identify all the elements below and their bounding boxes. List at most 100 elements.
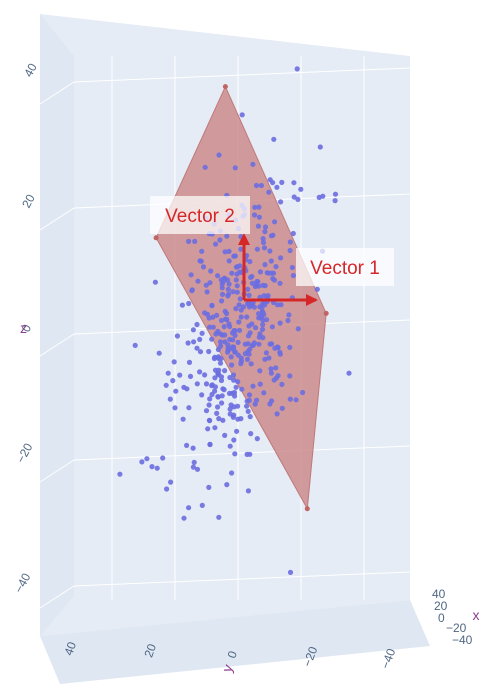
data-point xyxy=(215,273,221,279)
data-point xyxy=(197,349,204,355)
data-point xyxy=(262,224,269,230)
data-point xyxy=(230,337,236,343)
data-point xyxy=(186,405,192,411)
data-point xyxy=(197,369,203,375)
y-tick-label: 40 xyxy=(61,640,79,658)
data-point xyxy=(258,182,264,189)
data-point xyxy=(267,177,273,183)
data-point xyxy=(206,402,212,408)
data-point xyxy=(267,341,273,347)
data-point xyxy=(285,317,291,324)
z-tick-label: −20 xyxy=(14,441,36,466)
data-point xyxy=(213,241,219,247)
z-tick-label: 20 xyxy=(19,192,38,211)
data-point xyxy=(259,301,266,307)
data-point xyxy=(202,372,208,378)
data-point xyxy=(186,359,193,365)
data-point xyxy=(212,425,218,431)
data-point xyxy=(132,342,138,348)
data-point xyxy=(168,479,174,485)
vector-labels: Vector 1 Vector 2 xyxy=(150,196,394,286)
data-point xyxy=(289,264,295,271)
data-point xyxy=(222,432,228,438)
data-point xyxy=(273,365,279,371)
data-point xyxy=(262,229,268,235)
data-point xyxy=(220,279,226,285)
data-point xyxy=(220,386,226,392)
data-point xyxy=(262,356,268,362)
data-point xyxy=(260,239,267,246)
data-point xyxy=(220,417,226,423)
plane-corner xyxy=(323,310,329,316)
data-point xyxy=(219,285,225,291)
data-point xyxy=(209,391,215,398)
data-point xyxy=(256,204,262,210)
data-point xyxy=(245,286,251,292)
data-point xyxy=(257,381,263,387)
floor-pane xyxy=(40,600,430,684)
data-point xyxy=(250,383,256,389)
data-point xyxy=(247,259,253,265)
x-tick-label: 20 xyxy=(434,599,448,613)
data-point xyxy=(225,349,231,355)
vector-label: Vector 1 xyxy=(310,258,380,279)
data-point xyxy=(226,258,232,264)
x-tick-label: −20 xyxy=(446,621,467,635)
grid-line-z-side xyxy=(39,81,75,105)
data-point xyxy=(215,346,221,353)
data-point xyxy=(253,325,259,331)
data-point xyxy=(250,342,256,348)
data-point xyxy=(254,436,260,442)
left-pane xyxy=(40,14,74,636)
data-point xyxy=(266,355,272,361)
data-point xyxy=(300,389,306,396)
data-point xyxy=(194,466,201,472)
grid-line-z-side xyxy=(39,207,75,231)
data-point xyxy=(253,182,260,189)
data-point xyxy=(230,289,236,295)
data-point xyxy=(177,372,183,378)
data-point xyxy=(261,390,267,396)
data-point xyxy=(185,340,191,346)
data-point xyxy=(260,236,266,242)
data-point xyxy=(219,332,225,338)
data-point xyxy=(254,397,260,403)
data-point xyxy=(173,388,179,394)
data-point xyxy=(217,360,224,366)
grid-line-z xyxy=(73,445,411,461)
data-point xyxy=(191,339,197,345)
data-point xyxy=(216,514,222,520)
data-point xyxy=(234,428,240,434)
data-point xyxy=(214,410,220,416)
data-point xyxy=(181,515,187,521)
vector-label-box xyxy=(296,248,394,286)
data-point xyxy=(172,405,178,411)
data-point xyxy=(298,186,304,192)
data-point xyxy=(199,502,205,508)
data-point xyxy=(212,375,218,381)
data-point xyxy=(263,350,269,356)
data-point xyxy=(248,431,254,437)
data-point xyxy=(226,390,233,396)
data-point xyxy=(194,381,200,387)
data-point xyxy=(332,198,338,204)
data-point xyxy=(290,272,296,279)
data-point xyxy=(152,279,158,285)
data-point xyxy=(170,378,176,384)
vector-1-head xyxy=(306,294,318,306)
data-point xyxy=(279,381,285,387)
data-point xyxy=(277,280,283,286)
data-point xyxy=(246,292,252,298)
data-point xyxy=(237,296,243,302)
data-point xyxy=(165,370,171,376)
grid-line-z xyxy=(73,67,411,83)
data-point xyxy=(199,248,205,254)
data-point xyxy=(290,230,296,237)
grid-line-z xyxy=(73,571,411,587)
data-point xyxy=(233,306,239,312)
data-point xyxy=(154,465,160,471)
data-point xyxy=(314,286,320,292)
vector-label-box xyxy=(150,196,250,234)
data-point xyxy=(251,212,258,218)
